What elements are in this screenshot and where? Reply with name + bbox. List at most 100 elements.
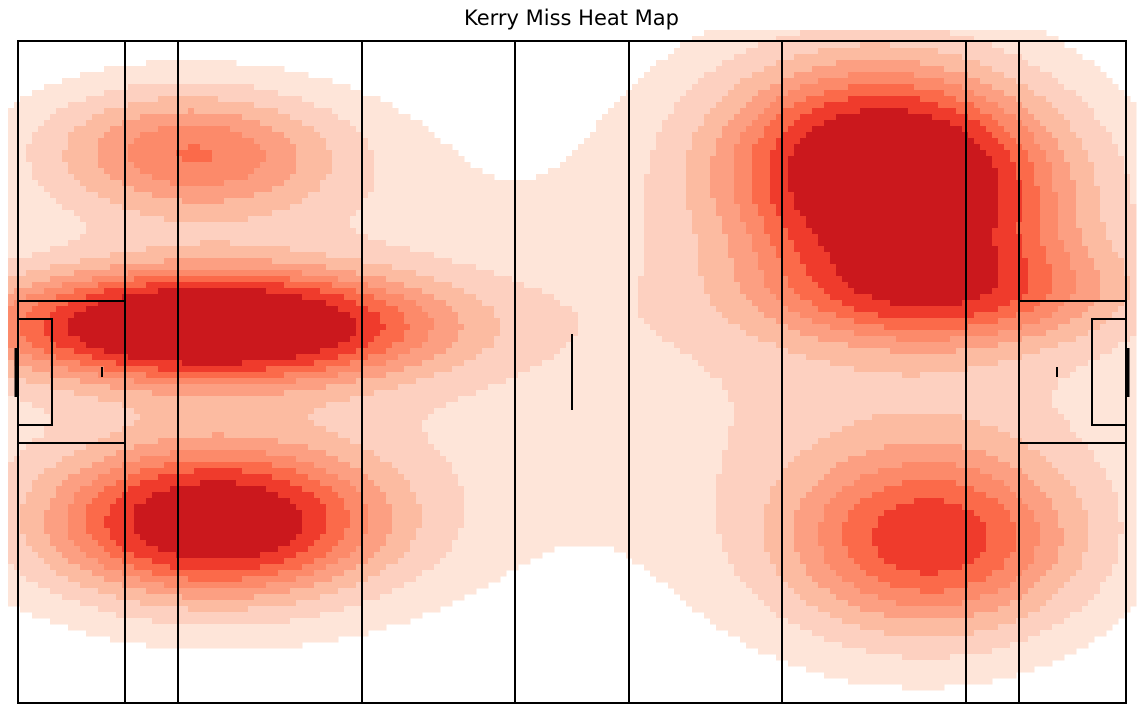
density-cell [1046, 48, 1053, 55]
density-cell [722, 30, 729, 37]
density-cell [236, 108, 243, 115]
density-cell [230, 114, 237, 121]
density-cell [734, 108, 741, 115]
density-cell [692, 78, 699, 85]
density-cell [734, 84, 741, 91]
density-cell [320, 126, 327, 133]
density-cell [932, 102, 939, 109]
density-cell [554, 222, 561, 229]
density-cell [938, 210, 945, 217]
density-cell [1088, 90, 1095, 97]
density-cell [218, 138, 225, 145]
density-cell [764, 30, 771, 37]
density-cell [164, 198, 171, 205]
density-cell [284, 84, 291, 91]
density-cell [158, 198, 165, 205]
density-cell [902, 120, 909, 127]
density-cell [920, 204, 927, 211]
density-cell [1064, 126, 1071, 133]
density-cell [872, 54, 879, 61]
density-cell [476, 228, 483, 235]
density-cell [638, 216, 645, 223]
density-cell [1004, 156, 1011, 163]
density-cell [290, 114, 297, 121]
density-cell [1028, 138, 1035, 145]
density-cell [902, 126, 909, 133]
density-cell [350, 210, 357, 217]
density-cell [308, 168, 315, 175]
density-cell [272, 222, 279, 229]
density-cell [20, 210, 27, 217]
density-cell [434, 174, 441, 181]
density-cell [1070, 102, 1077, 109]
density-cell [680, 102, 687, 109]
density-cell [1004, 198, 1011, 205]
density-cell [788, 30, 795, 37]
density-cell [836, 228, 843, 235]
density-cell [188, 138, 195, 145]
density-cell [956, 48, 963, 55]
density-cell [776, 36, 783, 43]
density-cell [776, 102, 783, 109]
density-cell [890, 108, 897, 115]
density-cell [1064, 84, 1071, 91]
density-cell [1034, 156, 1041, 163]
density-cell [62, 144, 69, 151]
density-cell [326, 228, 333, 235]
density-cell [704, 132, 711, 139]
density-cell [50, 144, 57, 151]
density-cell [284, 168, 291, 175]
density-cell [812, 84, 819, 91]
density-cell [182, 132, 189, 139]
density-cell [284, 114, 291, 121]
density-cell [1082, 132, 1089, 139]
density-cell [806, 180, 813, 187]
density-cell [662, 126, 669, 133]
density-cell [380, 150, 387, 157]
density-cell [686, 144, 693, 151]
density-cell [992, 186, 999, 193]
density-cell [746, 156, 753, 163]
density-cell [110, 72, 117, 79]
density-cell [818, 42, 825, 49]
density-cell [1094, 210, 1101, 217]
density-cell [38, 114, 45, 121]
density-cell [254, 174, 261, 181]
density-cell [944, 222, 951, 229]
density-cell [1028, 192, 1035, 199]
density-cell [746, 198, 753, 205]
density-cell [650, 156, 657, 163]
density-cell [680, 72, 687, 79]
density-cell [806, 36, 813, 43]
density-cell [578, 216, 585, 223]
density-cell [818, 174, 825, 181]
density-cell [164, 186, 171, 193]
density-cell [50, 216, 57, 223]
density-cell [638, 144, 645, 151]
density-cell [1034, 30, 1041, 37]
density-cell [758, 156, 765, 163]
density-cell [74, 210, 81, 217]
density-cell [722, 180, 729, 187]
density-cell [128, 162, 135, 169]
density-cell [1040, 96, 1047, 103]
density-cell [614, 132, 621, 139]
density-cell [230, 84, 237, 91]
density-cell [740, 108, 747, 115]
density-cell [80, 96, 87, 103]
density-cell [836, 78, 843, 85]
density-cell [92, 96, 99, 103]
density-cell [926, 180, 933, 187]
density-cell [938, 36, 945, 43]
density-cell [356, 102, 363, 109]
density-cell [1040, 66, 1047, 73]
density-cell [1124, 138, 1131, 145]
density-cell [980, 120, 987, 127]
density-cell [578, 210, 585, 217]
density-cell [860, 162, 867, 169]
density-cell [866, 150, 873, 157]
density-cell [188, 120, 195, 127]
density-cell [140, 144, 147, 151]
density-cell [854, 150, 861, 157]
density-cell [770, 126, 777, 133]
